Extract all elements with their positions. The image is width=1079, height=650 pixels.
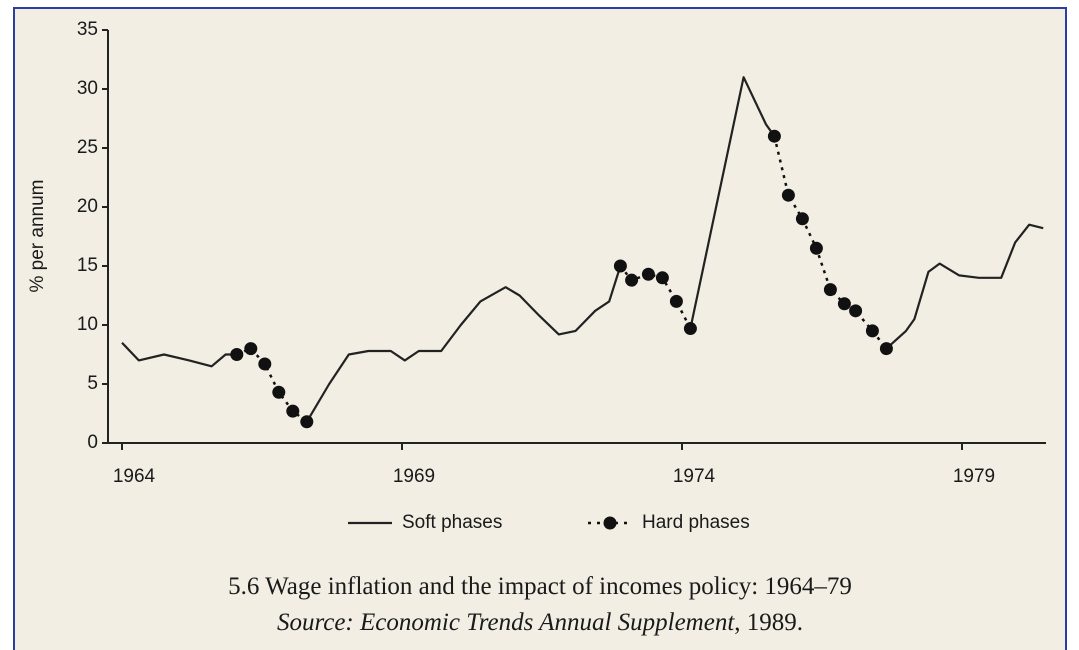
y-tick-label: 30 bbox=[77, 78, 98, 99]
legend-label: Hard phases bbox=[642, 512, 750, 533]
hard-point bbox=[641, 267, 655, 281]
source-title: Economic Trends Annual Supplement bbox=[359, 609, 735, 636]
hard-point bbox=[837, 297, 851, 311]
source-label: Source: bbox=[277, 609, 354, 636]
y-tick-label: 15 bbox=[77, 255, 98, 276]
y-tick-label: 10 bbox=[77, 314, 98, 335]
hard-point bbox=[625, 273, 639, 287]
hard-point bbox=[244, 342, 258, 356]
hard-point bbox=[809, 241, 823, 255]
soft-line bbox=[121, 76, 1044, 423]
hard-point bbox=[865, 324, 879, 338]
hard-point bbox=[230, 348, 244, 361]
hard-point bbox=[781, 188, 795, 202]
hard-point bbox=[655, 271, 669, 285]
y-tick-label: 35 bbox=[77, 19, 98, 40]
legend-swatch-dot bbox=[603, 516, 617, 530]
x-tick-label: 1979 bbox=[953, 466, 995, 487]
caption: 5.6 Wage inflation and the impact of inc… bbox=[228, 573, 852, 600]
hard-point bbox=[300, 415, 314, 429]
hard-point bbox=[613, 259, 627, 273]
y-axis-label: % per annum bbox=[27, 179, 48, 292]
hard-point bbox=[286, 404, 300, 418]
hard-point bbox=[669, 294, 683, 308]
hard-point bbox=[849, 304, 863, 318]
hard-point bbox=[795, 212, 809, 226]
hard-point bbox=[823, 283, 837, 297]
hard-point bbox=[272, 385, 286, 399]
y-tick-label: 25 bbox=[77, 137, 98, 158]
frame bbox=[13, 7, 1067, 650]
hard-point bbox=[767, 129, 781, 143]
x-tick-label: 1964 bbox=[113, 466, 156, 487]
y-tick-label: 5 bbox=[87, 373, 98, 394]
x-tick-label: 1974 bbox=[673, 466, 716, 487]
source: Source: Economic Trends Annual Supplemen… bbox=[277, 609, 803, 636]
y-tick-label: 20 bbox=[77, 196, 98, 217]
y-tick-label: 0 bbox=[87, 432, 98, 453]
source-year: , 1989. bbox=[734, 609, 803, 636]
hard-point bbox=[879, 342, 893, 356]
x-tick-label: 1969 bbox=[393, 466, 435, 487]
legend-label: Soft phases bbox=[402, 512, 502, 533]
hard-point bbox=[258, 357, 272, 371]
hard-point bbox=[683, 322, 697, 336]
